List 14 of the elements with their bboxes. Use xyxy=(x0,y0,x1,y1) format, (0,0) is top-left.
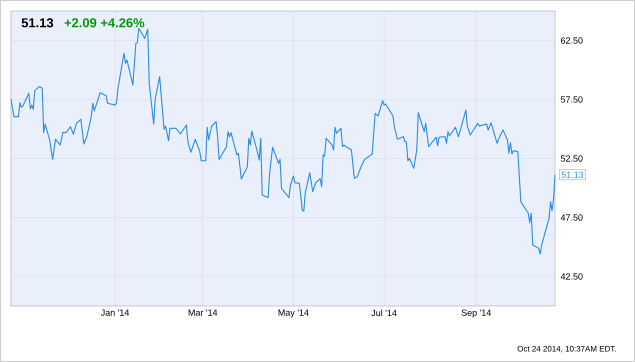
y-tick-label: 42.50 xyxy=(560,273,583,280)
annotation: 51.13 xyxy=(562,171,584,178)
x-tick-label: Jul '14 xyxy=(371,310,397,316)
y-tick-label: 57.50 xyxy=(560,96,583,103)
chart-subtitle: +2.09 +4.26% xyxy=(64,18,144,28)
y-tick-label: 52.50 xyxy=(560,155,583,162)
x-tick-label: Mar '14 xyxy=(188,310,218,316)
x-tick-label: May '14 xyxy=(278,310,309,318)
y-tick-label: 62.50 xyxy=(560,37,583,44)
x-tick-label: Sep '14 xyxy=(462,310,492,318)
line-series xyxy=(10,28,556,255)
y-tick-label: 47.50 xyxy=(560,214,583,221)
x-tick-label: Jan '14 xyxy=(100,310,130,316)
chart-title: 51.13 xyxy=(22,18,54,28)
